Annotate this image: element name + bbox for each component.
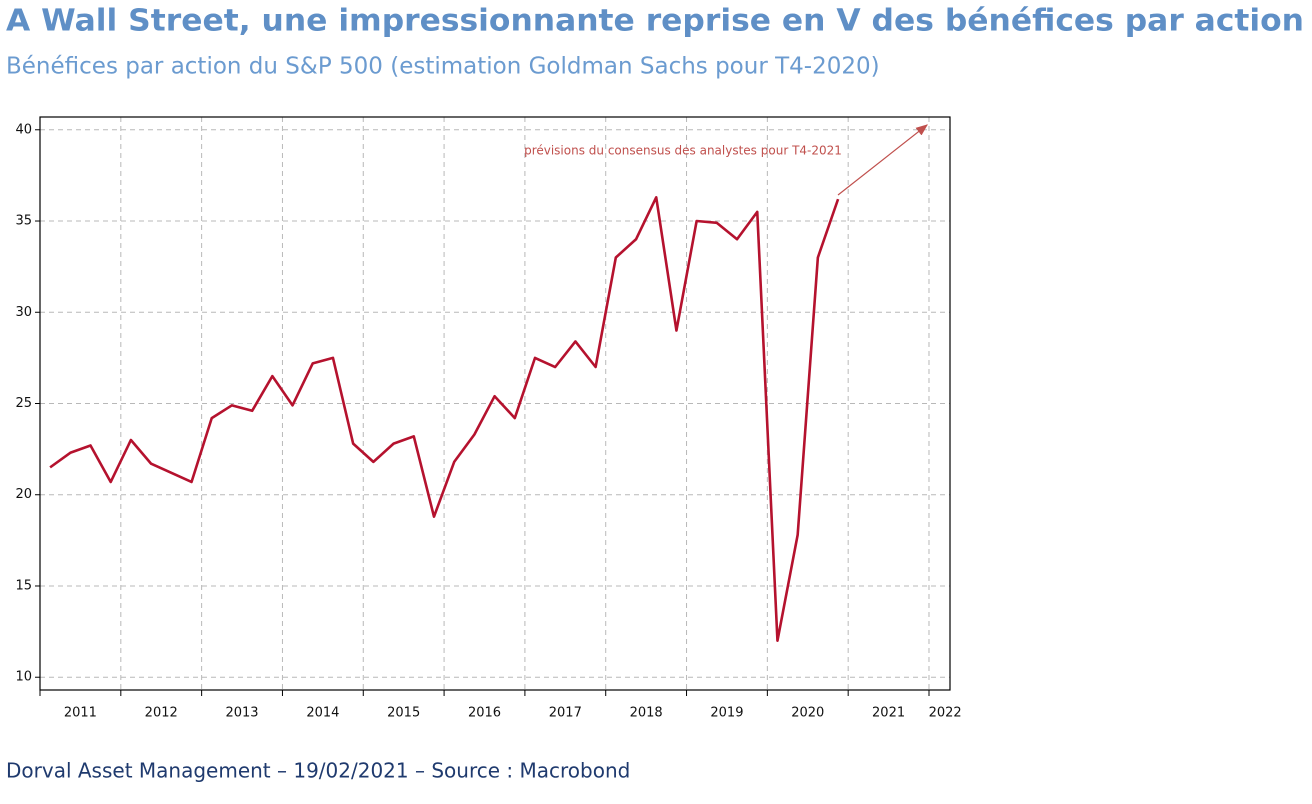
footer: Dorval Asset Management – 19/02/2021 – S… <box>6 759 630 783</box>
annotation-arrow <box>837 124 928 196</box>
y-tick-label: 20 <box>15 487 32 502</box>
x-tick-label: 2021 <box>872 706 905 721</box>
x-tick-label: 2016 <box>468 706 501 721</box>
x-tick-label: 2018 <box>630 706 663 721</box>
chart-title: A Wall Street, une impressionnante repri… <box>6 4 1304 39</box>
x-tick-label: 2022 <box>929 706 962 721</box>
y-tick-label: 25 <box>15 396 32 411</box>
x-tick-label: 2015 <box>387 706 420 721</box>
grid <box>40 117 950 690</box>
x-tick-label: 2019 <box>710 706 743 721</box>
x-tick-label: 2020 <box>791 706 824 721</box>
x-tick-label: 2013 <box>225 706 258 721</box>
y-tick-label: 10 <box>15 670 32 685</box>
x-tick-label: 2011 <box>64 706 97 721</box>
chart-subtitle: Bénéfices par action du S&P 500 (estimat… <box>6 54 880 80</box>
x-tick-label: 2012 <box>145 706 178 721</box>
y-tick-label: 30 <box>15 305 32 320</box>
x-tick-label: 2014 <box>306 706 339 721</box>
annotation: prévisions du consensus des analystes po… <box>524 144 842 158</box>
y-tick-label: 40 <box>15 122 32 137</box>
data-line <box>49 195 840 643</box>
y-tick-label: 35 <box>15 214 32 229</box>
x-tick-label: 2017 <box>549 706 582 721</box>
y-tick-label: 15 <box>15 578 32 593</box>
